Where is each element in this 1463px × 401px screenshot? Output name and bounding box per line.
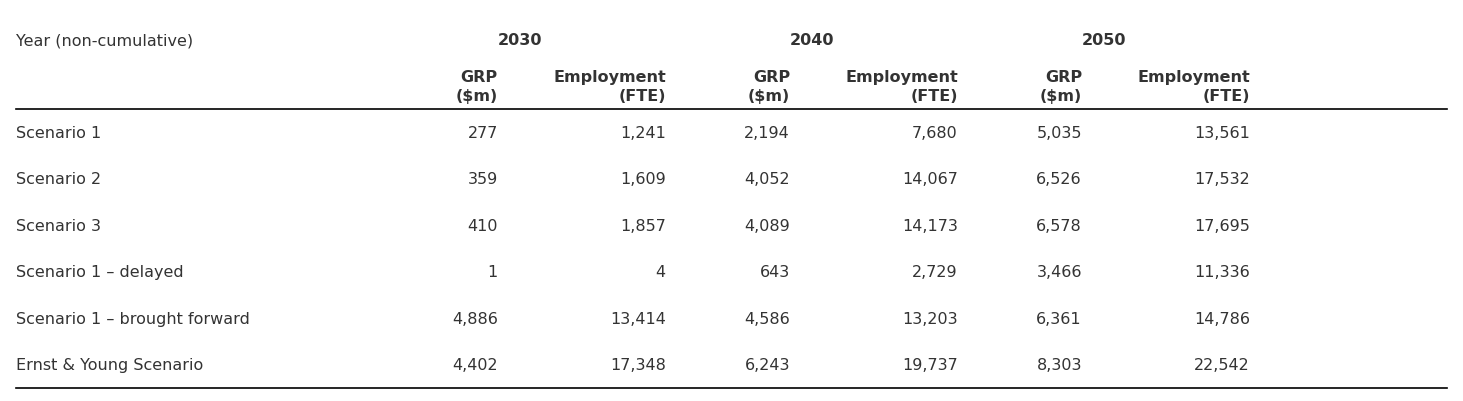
Text: 8,303: 8,303 (1036, 357, 1083, 372)
Text: 1: 1 (487, 264, 497, 279)
Text: 22,542: 22,542 (1194, 357, 1249, 372)
Text: Scenario 1 – brought forward: Scenario 1 – brought forward (16, 311, 250, 326)
Text: 1,609: 1,609 (620, 172, 666, 187)
Text: 19,737: 19,737 (903, 357, 958, 372)
Text: 17,695: 17,695 (1194, 218, 1249, 233)
Text: 17,348: 17,348 (610, 357, 666, 372)
Text: 2,194: 2,194 (745, 126, 790, 140)
Text: 11,336: 11,336 (1194, 264, 1249, 279)
Text: 4,089: 4,089 (745, 218, 790, 233)
Text: 17,532: 17,532 (1194, 172, 1249, 187)
Text: GRP
($m): GRP ($m) (1040, 70, 1083, 103)
Text: Employment
(FTE): Employment (FTE) (846, 70, 958, 103)
Text: Employment
(FTE): Employment (FTE) (1137, 70, 1249, 103)
Text: 4,052: 4,052 (745, 172, 790, 187)
Text: Scenario 1: Scenario 1 (16, 126, 101, 140)
Text: 6,578: 6,578 (1036, 218, 1083, 233)
Text: Year (non-cumulative): Year (non-cumulative) (16, 33, 193, 48)
Text: 4,586: 4,586 (745, 311, 790, 326)
Text: Employment
(FTE): Employment (FTE) (553, 70, 666, 103)
Text: 13,203: 13,203 (903, 311, 958, 326)
Text: 4: 4 (655, 264, 666, 279)
Text: 2,729: 2,729 (913, 264, 958, 279)
Text: 13,561: 13,561 (1194, 126, 1249, 140)
Text: 13,414: 13,414 (610, 311, 666, 326)
Text: 7,680: 7,680 (911, 126, 958, 140)
Text: GRP
($m): GRP ($m) (748, 70, 790, 103)
Text: 4,402: 4,402 (452, 357, 497, 372)
Text: 14,786: 14,786 (1194, 311, 1249, 326)
Text: 3,466: 3,466 (1036, 264, 1083, 279)
Text: 4,886: 4,886 (452, 311, 497, 326)
Text: 6,526: 6,526 (1036, 172, 1083, 187)
Text: 2040: 2040 (790, 33, 834, 48)
Text: 2030: 2030 (497, 33, 541, 48)
Text: GRP
($m): GRP ($m) (455, 70, 497, 103)
Text: 6,243: 6,243 (745, 357, 790, 372)
Text: 2050: 2050 (1081, 33, 1127, 48)
Text: 1,857: 1,857 (620, 218, 666, 233)
Text: 359: 359 (468, 172, 497, 187)
Text: 14,173: 14,173 (903, 218, 958, 233)
Text: 277: 277 (468, 126, 497, 140)
Text: Scenario 1 – delayed: Scenario 1 – delayed (16, 264, 184, 279)
Text: 1,241: 1,241 (620, 126, 666, 140)
Text: 643: 643 (759, 264, 790, 279)
Text: 14,067: 14,067 (903, 172, 958, 187)
Text: 410: 410 (467, 218, 497, 233)
Text: Scenario 2: Scenario 2 (16, 172, 101, 187)
Text: 6,361: 6,361 (1036, 311, 1083, 326)
Text: Ernst & Young Scenario: Ernst & Young Scenario (16, 357, 203, 372)
Text: 5,035: 5,035 (1036, 126, 1083, 140)
Text: Scenario 3: Scenario 3 (16, 218, 101, 233)
